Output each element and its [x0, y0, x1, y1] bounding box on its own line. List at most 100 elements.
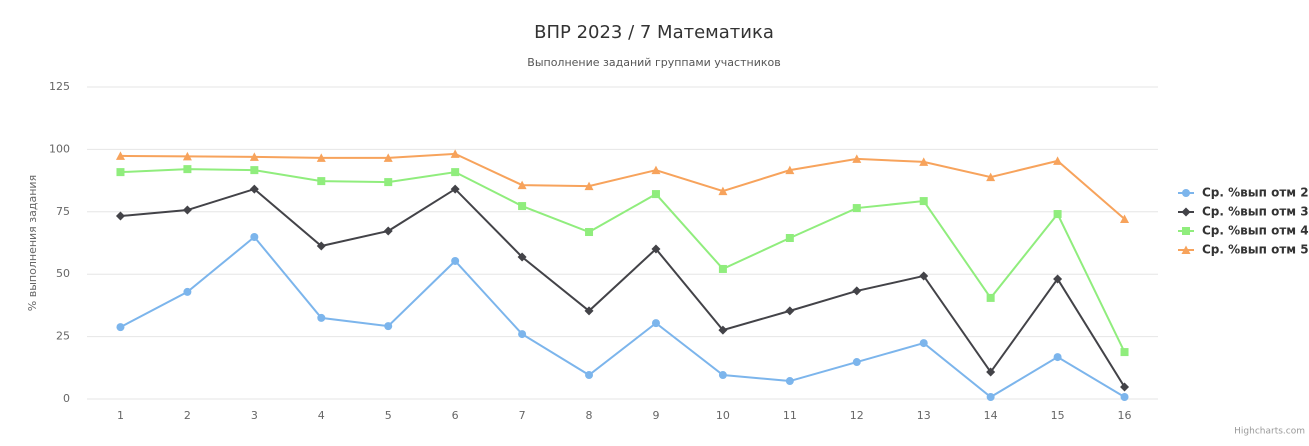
point-marker	[852, 358, 861, 367]
point-marker	[451, 168, 460, 177]
point-marker	[182, 151, 192, 161]
legend-marker	[1182, 227, 1190, 235]
legend-marker	[1181, 245, 1191, 254]
point-marker	[1053, 353, 1062, 362]
point-marker	[384, 178, 393, 187]
y-tick-label: 75	[56, 205, 70, 218]
legend-label: Ср. %вып отм 3	[1202, 205, 1309, 219]
point-marker	[183, 287, 192, 296]
point-marker	[384, 322, 393, 331]
point-marker	[986, 172, 996, 182]
y-axis-title: % выполнения задания	[26, 175, 39, 311]
y-tick-label: 25	[56, 330, 70, 343]
point-marker	[651, 319, 660, 328]
point-marker	[785, 377, 794, 386]
x-tick-label: 11	[783, 409, 797, 422]
point-marker	[183, 165, 192, 174]
point-marker	[517, 252, 527, 262]
point-marker	[115, 151, 125, 160]
point-marker	[116, 168, 125, 177]
point-marker	[584, 181, 594, 191]
y-tick-label: 125	[49, 80, 70, 93]
point-marker	[1120, 214, 1130, 224]
point-marker	[852, 154, 862, 163]
point-marker	[450, 184, 460, 194]
y-tick-label: 0	[63, 392, 70, 405]
x-tick-label: 4	[318, 409, 325, 422]
point-marker	[584, 306, 594, 316]
point-marker	[517, 180, 527, 190]
point-marker	[1120, 348, 1129, 357]
point-marker	[316, 241, 326, 251]
x-tick-label: 10	[716, 409, 730, 422]
chart-title: ВПР 2023 / 7 Математика	[534, 22, 774, 43]
point-marker	[250, 166, 259, 175]
point-marker	[1120, 393, 1129, 402]
x-tick-label: 1	[117, 409, 124, 422]
series-line	[120, 152, 1126, 220]
credits[interactable]: Highcharts.com	[1234, 427, 1305, 437]
legend-label: Ср. %вып отм 4	[1202, 224, 1309, 238]
point-marker	[518, 330, 527, 339]
point-marker	[919, 271, 929, 281]
point-marker	[651, 165, 661, 175]
x-tick-label: 2	[184, 409, 191, 422]
point-marker	[651, 244, 661, 254]
point-marker	[249, 152, 259, 161]
point-marker	[852, 286, 862, 296]
series-line	[120, 235, 1126, 399]
x-tick-label: 7	[519, 409, 526, 422]
point-marker	[585, 228, 594, 237]
point-marker	[316, 153, 326, 162]
x-tick-label: 16	[1118, 409, 1132, 422]
point-marker	[785, 234, 794, 243]
y-tick-label: 50	[56, 267, 70, 280]
point-marker	[250, 233, 259, 242]
legend-label: Ср. %вып отм 5	[1202, 243, 1309, 257]
y-tick-label: 100	[49, 142, 70, 155]
point-marker	[718, 371, 727, 380]
point-marker	[182, 205, 192, 215]
point-marker	[852, 204, 861, 213]
series-line	[120, 187, 1126, 388]
point-marker	[919, 339, 928, 348]
point-marker	[585, 371, 594, 380]
x-tick-label: 3	[251, 409, 258, 422]
x-tick-label: 6	[452, 409, 459, 422]
series-line	[120, 168, 1126, 353]
point-marker	[986, 367, 996, 377]
point-marker	[115, 211, 125, 221]
point-marker	[1053, 274, 1063, 284]
point-marker	[1053, 210, 1062, 219]
point-marker	[986, 293, 995, 302]
point-marker	[116, 323, 125, 332]
point-marker	[919, 157, 929, 166]
point-marker	[249, 184, 259, 194]
point-marker	[785, 165, 795, 175]
point-marker	[718, 325, 728, 335]
point-marker	[785, 306, 795, 316]
legend-label: Ср. %вып отм 2	[1202, 186, 1309, 200]
point-marker	[651, 190, 660, 199]
point-marker	[986, 393, 995, 402]
point-marker	[718, 264, 727, 273]
legend-marker	[1182, 189, 1190, 197]
x-tick-label: 5	[385, 409, 392, 422]
chart-subtitle: Выполнение заданий группами участников	[527, 56, 780, 69]
point-marker	[317, 313, 326, 322]
point-marker	[1053, 156, 1063, 165]
point-marker	[450, 149, 460, 158]
x-tick-label: 9	[652, 409, 659, 422]
x-tick-label: 12	[850, 409, 864, 422]
point-marker	[1120, 382, 1130, 392]
x-tick-label: 13	[917, 409, 931, 422]
point-marker	[317, 177, 326, 186]
point-marker	[518, 202, 527, 211]
point-marker	[451, 256, 460, 265]
point-marker	[718, 186, 728, 196]
point-marker	[383, 153, 393, 162]
x-tick-label: 8	[586, 409, 593, 422]
legend-marker	[1181, 207, 1191, 217]
x-tick-label: 15	[1051, 409, 1065, 422]
